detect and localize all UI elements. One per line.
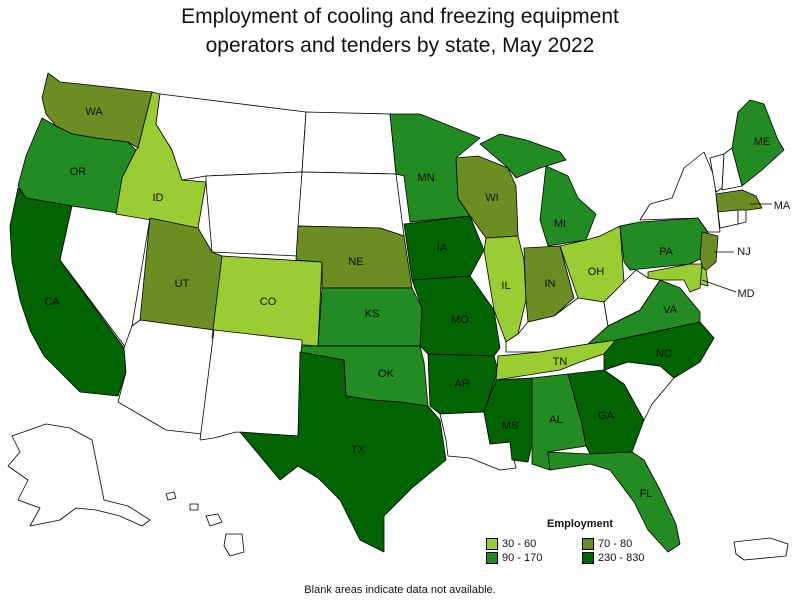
state-mt[interactable]: [155, 93, 307, 181]
label-ok: OK: [378, 368, 395, 380]
state-ak[interactable]: [7, 423, 151, 527]
state-ia[interactable]: [403, 215, 485, 281]
label-or: OR: [70, 166, 87, 178]
state-fl[interactable]: [547, 451, 681, 553]
legend-swatch: [486, 538, 498, 550]
label-mo: MO: [451, 314, 469, 326]
md-leader-line: [701, 279, 737, 293]
legend-title: Employment: [546, 518, 613, 530]
label-tn: TN: [553, 356, 568, 368]
state-nm[interactable]: [199, 329, 303, 441]
state-ri[interactable]: [737, 209, 747, 225]
legend-label: 90 - 170: [502, 552, 543, 564]
legend-grid: 30 - 60 70 - 80 90 - 170 230 - 830: [486, 538, 686, 564]
state-az[interactable]: [117, 319, 215, 435]
label-co: CO: [260, 296, 277, 308]
legend-item: 90 - 170: [486, 552, 582, 564]
state-ut[interactable]: [139, 217, 223, 331]
label-mn: MN: [417, 172, 434, 184]
state-nj[interactable]: [699, 231, 719, 273]
state-mi-up[interactable]: [479, 133, 567, 179]
legend-item: 30 - 60: [486, 538, 582, 550]
legend-swatch: [582, 552, 594, 564]
label-ca: CA: [44, 296, 60, 308]
legend-label: 230 - 830: [598, 552, 645, 564]
legend-label: 70 - 80: [598, 538, 633, 550]
label-wa: WA: [85, 106, 103, 118]
label-ms: MS: [502, 420, 519, 432]
state-me[interactable]: [731, 99, 785, 187]
label-wi: WI: [485, 192, 498, 204]
label-nc: NC: [656, 348, 672, 360]
legend-item: 70 - 80: [582, 538, 678, 550]
label-pa: PA: [659, 246, 674, 258]
legend-swatch: [582, 538, 594, 550]
label-ne: NE: [348, 256, 363, 268]
label-me: ME: [754, 136, 771, 148]
label-ut: UT: [175, 278, 190, 290]
label-tx: TX: [351, 444, 366, 456]
state-nd[interactable]: [301, 111, 397, 175]
map-legend: Employment 30 - 60 70 - 80 90 - 170 230 …: [486, 518, 686, 564]
label-ma: MA: [774, 200, 791, 212]
legend-swatch: [486, 552, 498, 564]
legend-label: 30 - 60: [502, 538, 537, 550]
label-md: MD: [737, 288, 754, 300]
state-hi[interactable]: [165, 491, 245, 557]
legend-item: 230 - 830: [582, 552, 678, 564]
state-tx[interactable]: [239, 351, 447, 553]
label-il: IL: [501, 280, 510, 292]
map-title: Employment of cooling and freezing equip…: [0, 2, 800, 60]
label-mi: MI: [554, 218, 566, 230]
label-fl: FL: [640, 488, 653, 500]
state-ma[interactable]: [715, 189, 763, 213]
label-va: VA: [663, 304, 678, 316]
title-line-1: Employment of cooling and freezing equip…: [181, 5, 619, 28]
state-pa[interactable]: [619, 217, 709, 271]
label-in: IN: [545, 278, 556, 290]
state-md[interactable]: [647, 263, 703, 293]
label-al: AL: [549, 414, 562, 426]
state-ct[interactable]: [717, 209, 739, 229]
state-mi[interactable]: [539, 165, 597, 247]
label-id: ID: [153, 192, 164, 204]
territory-pr[interactable]: [733, 537, 789, 561]
footnote: Blank areas indicate data not available.: [304, 584, 496, 596]
label-ia: IA: [437, 242, 448, 254]
state-wy[interactable]: [205, 171, 303, 257]
label-nj: NJ: [737, 246, 750, 258]
state-nc[interactable]: [603, 321, 715, 379]
label-oh: OH: [588, 266, 605, 278]
label-ar: AR: [454, 378, 469, 390]
label-ga: GA: [598, 410, 615, 422]
label-ks: KS: [365, 308, 380, 320]
title-line-2: operators and tenders by state, May 2022: [205, 34, 595, 57]
